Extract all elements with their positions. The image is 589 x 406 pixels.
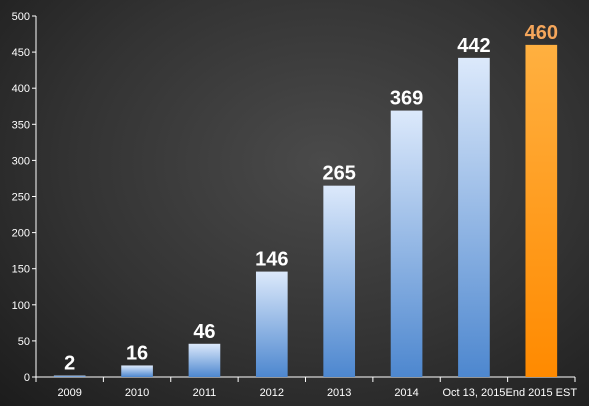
- y-tick-label: 200: [12, 228, 30, 240]
- data-label: 369: [390, 88, 423, 110]
- bar: [121, 365, 153, 377]
- bar: [525, 44, 558, 377]
- bars: [53, 44, 558, 377]
- x-tick-label: 2013: [327, 387, 351, 399]
- x-axis: 2009 2010 2011 2012 2013 2014 Oct 13, 2015 End …: [35, 376, 578, 399]
- x-tick-label: Oct 13, 2015: [442, 387, 505, 399]
- y-tick-label: 350: [12, 119, 30, 131]
- data-label: 16: [126, 342, 148, 364]
- x-tick-label: 2014: [394, 387, 418, 399]
- data-label: 46: [193, 321, 215, 343]
- x-tick-label: End 2015 EST: [506, 387, 578, 399]
- data-labels: 2 16 46 146 265 369 442 460: [64, 22, 558, 375]
- bar: [53, 375, 86, 377]
- data-label: 460: [525, 22, 558, 44]
- bar: [390, 110, 423, 377]
- x-tick-label: 2010: [125, 387, 149, 399]
- y-tick-label: 250: [12, 192, 30, 204]
- data-label: 442: [457, 35, 490, 57]
- bar: [188, 343, 221, 377]
- y-tick-label: 0: [24, 372, 30, 384]
- y-tick-label: 150: [12, 264, 30, 276]
- bar: [458, 57, 490, 377]
- bar: [255, 271, 288, 377]
- x-tick-label: 2011: [193, 387, 217, 399]
- y-tick-label: 500: [12, 11, 30, 23]
- y-tick-label: 450: [12, 47, 30, 59]
- y-tick-label: 400: [12, 83, 30, 95]
- y-tick-label: 300: [12, 155, 30, 167]
- data-label: 2: [64, 353, 75, 375]
- bar: [323, 185, 356, 377]
- data-label: 265: [323, 163, 356, 185]
- x-tick-label: 2012: [260, 387, 284, 399]
- y-tick-label: 100: [12, 300, 30, 312]
- y-tick-label: 50: [18, 336, 30, 348]
- x-tick-label: 2009: [57, 387, 81, 399]
- y-axis: 0 50 100 150 200 250 300 350 400 450 500: [12, 11, 37, 384]
- data-label: 146: [255, 249, 288, 271]
